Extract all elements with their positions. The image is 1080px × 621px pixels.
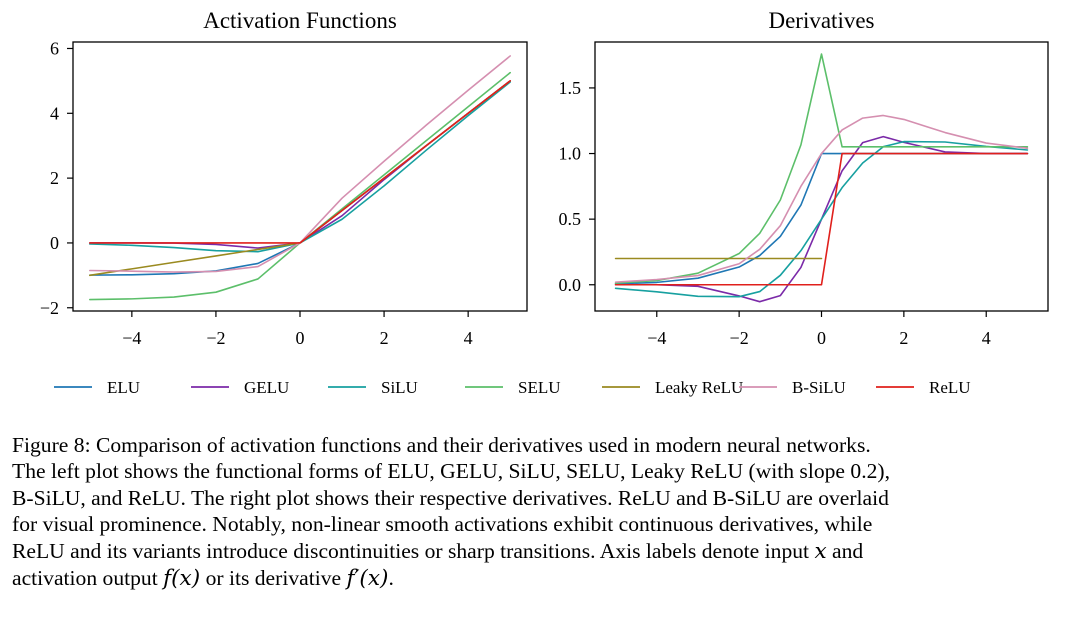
legend: ELU GELU SiLU SELU Leaky ReLU B-SiLU ReLU <box>54 378 971 397</box>
plot-2-xtick-label: 4 <box>982 328 991 348</box>
plot-1-series-relu <box>89 80 511 244</box>
plot-2-xtick-label: 0 <box>817 328 826 348</box>
caption-period: . <box>388 566 394 591</box>
caption-and: and <box>832 538 864 563</box>
plot-1-ytick-label: 6 <box>50 38 59 58</box>
plot-2-ytick-label: 0.0 <box>559 275 582 295</box>
plot-2-xtick-label: 2 <box>899 328 908 348</box>
caption-line-6: activation output f(x) or its derivative… <box>12 565 1072 592</box>
plot-2-frame <box>594 41 1049 312</box>
plot-2-xtick-label: −2 <box>730 328 749 348</box>
plot-1-ytick-label: 0 <box>50 233 59 253</box>
legend-item-leaky-relu: Leaky ReLU <box>602 378 743 397</box>
legend-label-gelu: GELU <box>244 378 289 397</box>
legend-label-leaky-relu: Leaky ReLU <box>655 378 743 397</box>
legend-label-b-silu: B-SiLU <box>792 378 846 397</box>
plot-2-ytick-label: 0.5 <box>559 209 582 229</box>
caption-line-5-text: ReLU and its variants introduce disconti… <box>12 538 810 563</box>
plot-2-series-silu <box>614 140 1029 298</box>
plot-2-ytick-label: 1.0 <box>559 144 582 164</box>
legend-label-selu: SELU <box>518 378 561 397</box>
plot-2-title: Derivatives <box>768 8 874 33</box>
plot-1-ytick-label: 2 <box>50 168 59 188</box>
plot-1-xtick-label: −2 <box>206 328 225 348</box>
plot-1-series-gelu <box>89 80 511 249</box>
legend-item-relu: ReLU <box>876 378 971 397</box>
plot-1: Activation Functions −4 −2 0 2 4 −2 0 2 4 6 <box>40 8 528 348</box>
plot-1-xtick-label: 2 <box>380 328 389 348</box>
legend-label-silu: SiLU <box>381 378 418 397</box>
plot-1-ytick-label: −2 <box>40 298 59 318</box>
legend-item-gelu: GELU <box>191 378 289 397</box>
caption-line-4: for visual prominence. Notably, non-line… <box>12 512 873 537</box>
plot-2-series-relu <box>614 152 1029 286</box>
math-dfx: f′(x) <box>346 566 389 592</box>
legend-item-selu: SELU <box>465 378 561 397</box>
legend-label-relu: ReLU <box>929 378 971 397</box>
math-x: x <box>814 538 827 564</box>
plot-1-series-b-silu <box>89 55 511 273</box>
legend-item-b-silu: B-SiLU <box>739 378 846 397</box>
caption-line-2: The left plot shows the functional forms… <box>12 459 890 484</box>
plot-1-title: Activation Functions <box>203 8 397 33</box>
plot-2-series-group <box>614 53 1029 303</box>
caption-line-5: ReLU and its variants introduce disconti… <box>12 538 1072 565</box>
plot-1-xtick-label: 4 <box>464 328 473 348</box>
caption-line-3: B-SiLU, and ReLU. The right plot shows t… <box>12 485 889 510</box>
chart-figure: Activation Functions −4 −2 0 2 4 −2 0 2 4 6 Derivat… <box>40 8 1049 397</box>
math-fx: f(x) <box>163 566 201 592</box>
caption-line-6-start: activation output <box>12 566 158 591</box>
plot-2: Derivatives −4 −2 0 2 4 0.0 0.5 1.0 1.5 <box>559 8 1049 348</box>
figure-caption: Figure 8: Comparison of activation funct… <box>12 432 1072 592</box>
plot-1-xtick-label: −4 <box>122 328 141 348</box>
plot-1-xtick-label: 0 <box>296 328 305 348</box>
caption-or-derivative: or its derivative <box>205 566 342 591</box>
plot-1-series-group <box>89 55 511 301</box>
legend-item-elu: ELU <box>54 378 140 397</box>
plot-2-ytick-label: 1.5 <box>559 78 582 98</box>
legend-item-silu: SiLU <box>328 378 418 397</box>
plot-2-xtick-label: −4 <box>647 328 666 348</box>
figure: Activation Functions −4 −2 0 2 4 −2 0 2 4 6 Derivat… <box>40 8 1049 397</box>
legend-label-elu: ELU <box>107 378 140 397</box>
plot-2-series-b-silu <box>614 114 1029 283</box>
plot-1-ytick-label: 4 <box>50 103 59 123</box>
caption-line-1: Figure 8: Comparison of activation funct… <box>12 433 871 457</box>
plot-2-series-selu <box>614 53 1029 284</box>
